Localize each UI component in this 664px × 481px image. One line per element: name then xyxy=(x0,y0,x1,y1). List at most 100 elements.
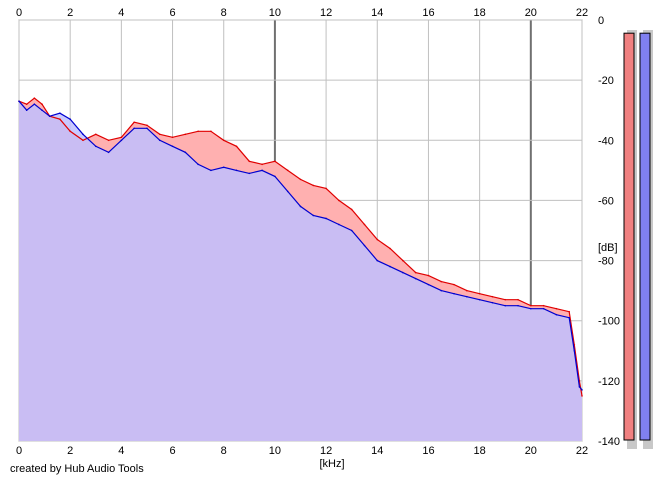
series-1-point xyxy=(568,310,571,313)
series-2-point xyxy=(197,163,199,166)
series-2-point xyxy=(517,304,519,307)
series-2-point xyxy=(504,304,507,307)
x-tick-label-top: 22 xyxy=(576,7,588,19)
y-tick-label: -60 xyxy=(598,195,614,207)
series-2-point xyxy=(312,214,315,217)
x-tick-label-bottom: 12 xyxy=(320,445,332,457)
series-2-point xyxy=(453,292,455,295)
y-tick-label: -120 xyxy=(598,376,620,388)
series-1-point xyxy=(402,259,404,262)
series-1-point xyxy=(25,103,28,105)
x-tick-label-bottom: 20 xyxy=(525,445,537,457)
level-meter-bar xyxy=(639,32,651,441)
series-1-point xyxy=(120,136,123,139)
series-2-point xyxy=(338,223,340,226)
series-2-point xyxy=(491,301,494,304)
x-tick-label-top: 10 xyxy=(269,7,281,19)
x-tick-label-top: 0 xyxy=(16,7,22,19)
series-2-point xyxy=(402,271,404,274)
x-tick-label-top: 2 xyxy=(67,7,73,19)
series-1-point xyxy=(517,298,519,301)
x-tick-label-top: 14 xyxy=(371,7,383,19)
series-1-point xyxy=(299,178,302,181)
y-axis-title: [dB] xyxy=(598,242,618,254)
series-2-point xyxy=(274,175,276,178)
series-2-point xyxy=(555,313,558,316)
y-tick-label: 0 xyxy=(598,15,604,27)
series-1-point xyxy=(325,187,327,190)
series-1-point xyxy=(158,133,161,136)
series-1-point xyxy=(466,289,468,292)
series-2-point xyxy=(466,295,468,298)
series-2-point xyxy=(25,109,28,112)
series-1-point xyxy=(107,139,110,142)
series-1-point xyxy=(312,184,315,187)
series-2-point xyxy=(578,386,581,388)
series-1-point xyxy=(427,274,430,277)
series-2-point xyxy=(120,139,123,142)
series-2-point xyxy=(414,277,417,280)
series-2-point xyxy=(59,112,61,115)
x-tick-label-bottom: 14 xyxy=(371,445,383,457)
series-2-point xyxy=(184,151,187,154)
series-1-point xyxy=(350,208,353,211)
series-1-point xyxy=(33,97,36,99)
series-2-point xyxy=(48,115,51,118)
series-2-point xyxy=(286,190,289,193)
credit-text: created by Hub Audio Tools xyxy=(10,463,144,475)
series-1-point xyxy=(555,307,558,310)
series-2-point xyxy=(440,289,443,292)
series-2-point xyxy=(530,307,532,310)
y-tick-label: -100 xyxy=(598,316,620,328)
series-1-point xyxy=(133,121,135,124)
x-tick-label-top: 16 xyxy=(422,7,434,19)
series-1-point xyxy=(146,124,148,127)
series-1-point xyxy=(376,238,379,241)
series-2-point xyxy=(350,229,353,232)
series-1-point xyxy=(69,130,71,133)
y-tick-label: -40 xyxy=(598,135,614,147)
series-1-point xyxy=(530,304,532,307)
series-1-point xyxy=(41,103,43,105)
series-1-point xyxy=(59,118,61,121)
x-tick-label-top: 8 xyxy=(221,7,227,19)
series-2-point xyxy=(41,109,43,112)
series-1-point xyxy=(581,395,583,397)
series-2-point xyxy=(222,166,225,169)
x-tick-label-bottom: 2 xyxy=(67,445,73,457)
series-1-point xyxy=(504,298,507,301)
series-2-point xyxy=(542,307,545,310)
series-1-point xyxy=(286,169,289,172)
series-1-point xyxy=(363,223,366,226)
series-1-point xyxy=(197,130,199,133)
series-1-point xyxy=(261,163,263,166)
series-1-point xyxy=(274,160,276,163)
series-2-point xyxy=(69,118,71,121)
series-1-point xyxy=(171,136,174,139)
series-2-point xyxy=(133,127,135,130)
series-1-point xyxy=(248,160,251,163)
x-tick-labels-top: 0 2 4 6 8 10 12 14 16 18 20 22 xyxy=(16,7,588,19)
series-2-point xyxy=(568,316,571,319)
series-2-point xyxy=(146,127,148,130)
series-2-point xyxy=(363,244,366,247)
x-tick-label-top: 6 xyxy=(169,7,175,19)
y-tick-labels: 0 -20 -40 -60 -80 -100 -120 -140 xyxy=(598,15,620,448)
series-2-point xyxy=(581,389,583,391)
y-tick-label: -20 xyxy=(598,75,614,87)
series-2-point xyxy=(427,283,430,286)
x-tick-label-bottom: 10 xyxy=(269,445,281,457)
series-1-point xyxy=(235,145,238,148)
series-1-point xyxy=(338,199,340,202)
series-2-point xyxy=(33,103,36,105)
series-2-point xyxy=(94,145,97,148)
series-2-point xyxy=(389,265,391,268)
x-tick-label-bottom: 6 xyxy=(169,445,175,457)
series-1-point xyxy=(491,295,494,298)
x-tick-label-top: 4 xyxy=(118,7,124,19)
series-1-point xyxy=(210,130,212,133)
series-1-point xyxy=(542,304,545,307)
series-2-point xyxy=(376,259,379,262)
series-2-point xyxy=(325,217,327,220)
